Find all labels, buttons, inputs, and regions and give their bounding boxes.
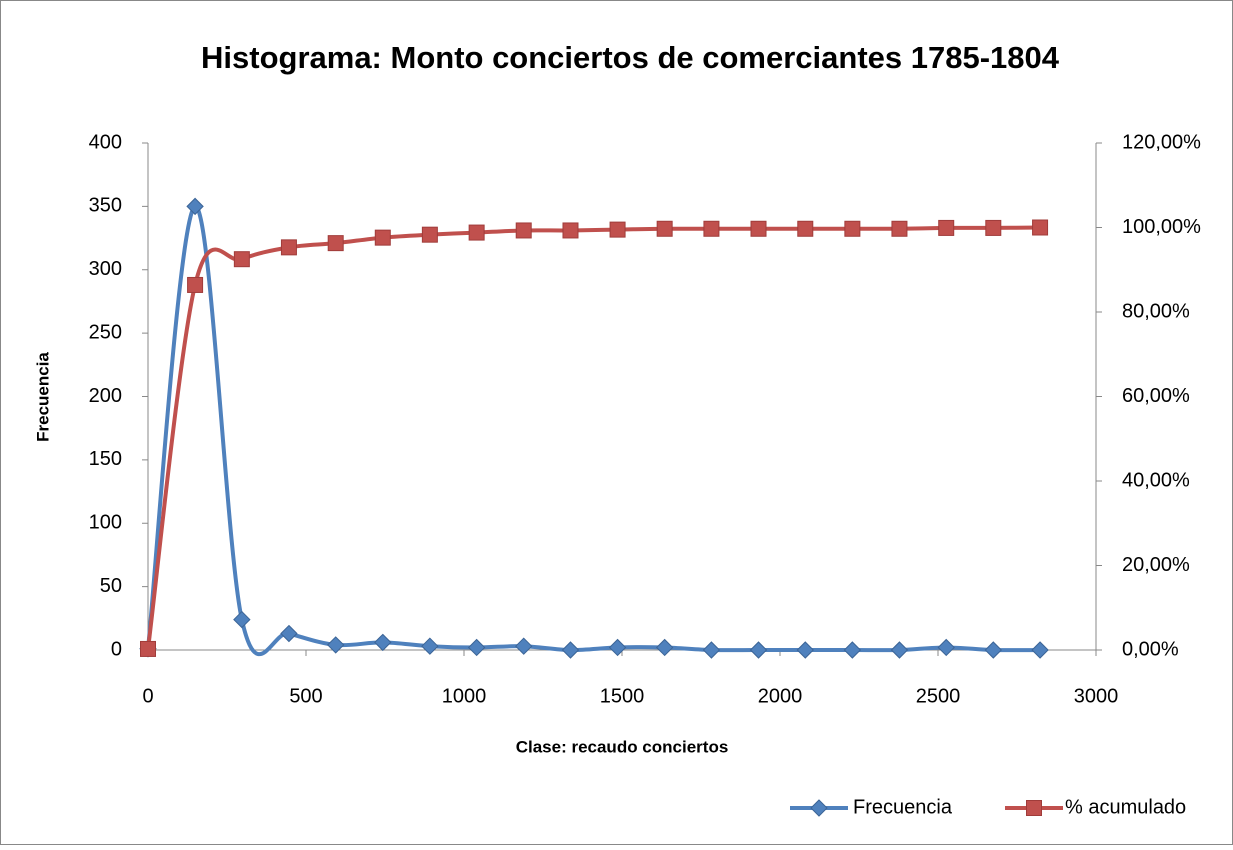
marker-square — [515, 222, 532, 239]
y2-tick-label: 40,00% — [1122, 469, 1190, 491]
y-tick-label: 100 — [89, 512, 122, 534]
marker-diamond — [608, 638, 627, 657]
marker-diamond — [186, 197, 204, 216]
y-tick-label: 300 — [89, 258, 122, 280]
y-tick-label: 400 — [89, 131, 122, 153]
marker-square — [891, 220, 908, 237]
marker-square — [562, 222, 579, 239]
marker-square — [985, 219, 1002, 236]
marker-square — [938, 219, 955, 236]
marker-diamond — [796, 641, 814, 659]
marker-diamond — [1031, 641, 1049, 659]
marker-diamond — [374, 633, 392, 652]
marker-square — [421, 226, 438, 243]
marker-diamond — [843, 641, 862, 659]
marker-diamond — [702, 641, 721, 659]
y2-tick-label: 0,00% — [1122, 638, 1179, 660]
y2-tick-label: 100,00% — [1122, 216, 1201, 238]
x-tick-label: 3000 — [1074, 685, 1119, 707]
marker-square — [233, 251, 250, 268]
marker-square — [280, 239, 297, 256]
y-tick-label: 0 — [111, 638, 122, 660]
x-tick-label: 0 — [142, 685, 153, 707]
y-tick-label: 150 — [89, 448, 122, 470]
marker-square — [609, 221, 626, 238]
y-axis-title: Frecuencia — [33, 352, 52, 442]
y2-tick-label: 60,00% — [1122, 385, 1190, 407]
marker-diamond — [515, 637, 533, 655]
x-axis-title: Clase: recaudo conciertos — [516, 737, 729, 756]
marker-square — [468, 224, 485, 241]
marker-diamond — [984, 641, 1003, 659]
marker-square — [703, 220, 720, 237]
x-tick-label: 1000 — [442, 685, 487, 707]
marker-square — [140, 640, 156, 657]
x-tick-label: 2000 — [758, 685, 803, 707]
marker-square — [327, 235, 344, 252]
marker-diamond — [655, 638, 674, 657]
marker-square — [797, 220, 814, 237]
legend-label: Frecuencia — [853, 796, 953, 818]
legend-marker — [810, 799, 828, 817]
legend-marker — [1026, 800, 1042, 816]
marker-diamond — [280, 624, 298, 643]
y2-tick-label: 20,00% — [1122, 554, 1190, 576]
marker-square — [374, 229, 391, 246]
y2-tick-label: 80,00% — [1122, 300, 1190, 322]
marker-diamond — [561, 641, 580, 659]
marker-diamond — [233, 610, 251, 629]
marker-diamond — [421, 637, 439, 655]
marker-diamond — [890, 641, 909, 659]
x-tick-label: 2500 — [916, 685, 961, 707]
y-tick-label: 350 — [89, 195, 122, 217]
chart-title: Histograma: Monto conciertos de comercia… — [201, 40, 1060, 75]
y2-tick-label: 120,00% — [1122, 131, 1201, 153]
marker-square — [844, 220, 861, 237]
x-tick-label: 500 — [289, 685, 322, 707]
y-tick-label: 250 — [89, 321, 122, 343]
marker-square — [750, 220, 767, 237]
x-tick-label: 1500 — [600, 685, 645, 707]
marker-diamond — [326, 636, 345, 654]
marker-diamond — [749, 641, 768, 659]
marker-diamond — [467, 638, 486, 657]
marker-square — [187, 276, 204, 293]
marker-diamond — [937, 638, 955, 657]
y-tick-label: 200 — [89, 385, 122, 407]
y-tick-label: 50 — [100, 575, 122, 597]
marker-square — [656, 220, 673, 237]
marker-square — [1032, 219, 1049, 236]
legend-label: % acumulado — [1065, 796, 1186, 818]
